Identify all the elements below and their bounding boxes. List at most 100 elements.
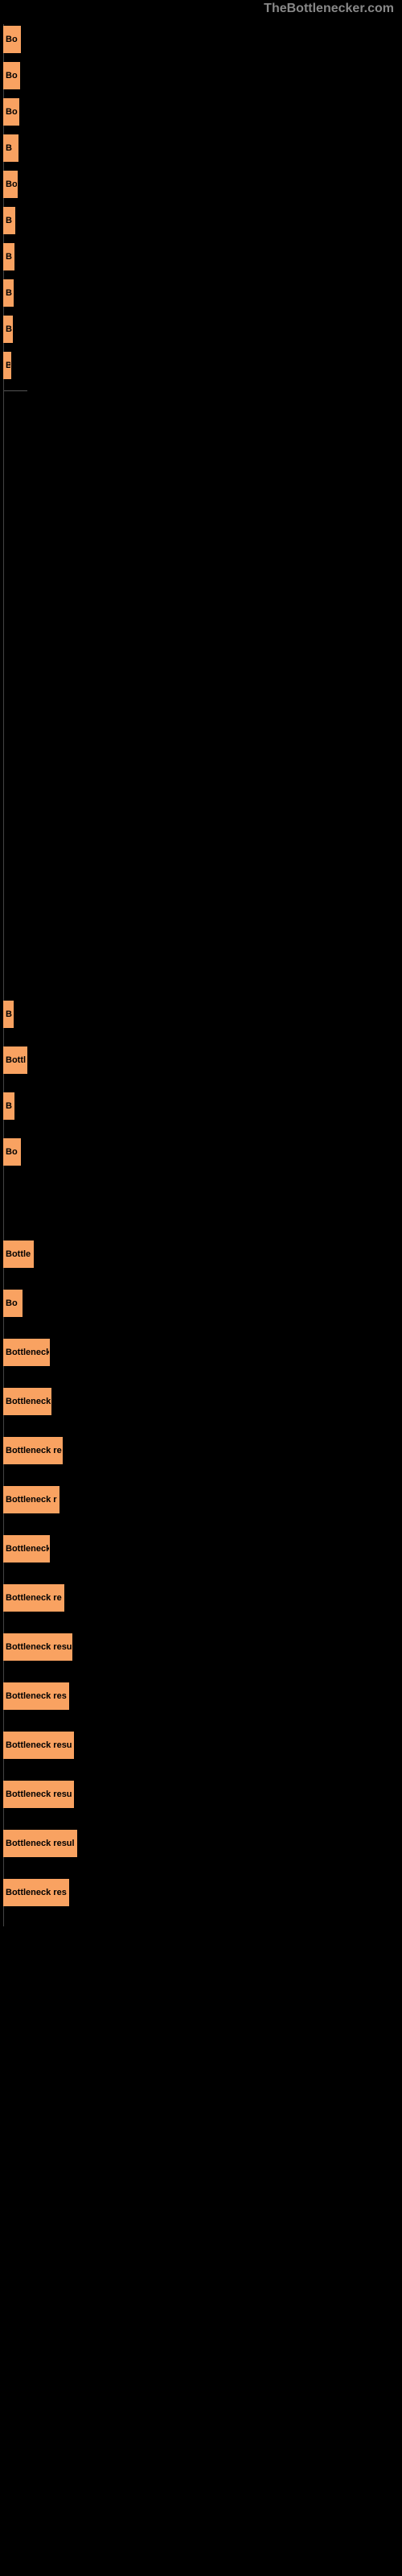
bar: Bottl (3, 1046, 27, 1074)
bar-label: Bo (6, 107, 18, 117)
bar-row: Bottleneck r (0, 1484, 402, 1515)
bar: Bottleneck resu (3, 1732, 74, 1759)
bar: B (3, 352, 11, 379)
bar: Bo (3, 26, 21, 53)
bar: Bottleneck (3, 1339, 50, 1366)
bar-row: Bottleneck (0, 1534, 402, 1564)
bar-label: Bottleneck resu (6, 1642, 72, 1652)
spacer (0, 1467, 402, 1484)
bar: B (3, 316, 13, 343)
bar-row: Bottle (0, 1239, 402, 1269)
bar-label: Bo (6, 71, 18, 80)
bar-row: B (0, 278, 402, 308)
bar: Bottleneck (3, 1388, 51, 1415)
bar: B (3, 279, 14, 307)
bar-row: Bo (0, 169, 402, 200)
bar-label: B (6, 1009, 12, 1019)
bar-row: B (0, 999, 402, 1030)
bar: Bo (3, 98, 19, 126)
bar: Bottleneck resu (3, 1781, 74, 1808)
bar-row: Bo (0, 97, 402, 127)
spacer (0, 1810, 402, 1828)
spacer (0, 1030, 402, 1045)
bar-label: B (6, 216, 12, 225)
bar: Bottleneck re (3, 1437, 63, 1464)
bar-row: Bottleneck (0, 1386, 402, 1417)
bar-label: Bo (6, 35, 18, 44)
bar-row: Bottl (0, 1045, 402, 1075)
bar: Bo (3, 1290, 23, 1317)
bar-label: Bottle (6, 1249, 31, 1259)
bar-row: B (0, 205, 402, 236)
bar-label: B (6, 324, 12, 334)
bar-row: B (0, 314, 402, 345)
spacer (0, 382, 402, 386)
spacer (0, 1761, 402, 1779)
bar-row: Bottleneck re (0, 1583, 402, 1613)
bar-row: Bo (0, 1137, 402, 1167)
bars-container: Bo Bo Bo B Bo B B B B B B Bottl B Bo Bottle Bo Bottlenec… (0, 24, 402, 1926)
bar: Bottleneck res (3, 1879, 69, 1906)
bar-label: Bottleneck r (6, 1495, 57, 1505)
bar-label: B (6, 1101, 12, 1111)
bar-label: Bo (6, 1298, 18, 1308)
bar-row: Bottleneck resul (0, 1828, 402, 1859)
bar: Bo (3, 62, 20, 89)
bar: Bottleneck resu (3, 1633, 72, 1661)
divider-line (3, 390, 27, 391)
spacer (0, 1168, 402, 1183)
bar: B (3, 207, 15, 234)
spacer (0, 1076, 402, 1091)
bar: B (3, 1092, 14, 1120)
bar-row: Bo (0, 60, 402, 91)
bar-row: B (0, 1091, 402, 1121)
bar: Bottleneck res (3, 1682, 69, 1710)
bar-label: Bottleneck res (6, 1691, 67, 1701)
bar-chart: Bo Bo Bo B Bo B B B B B B Bottl B Bo Bottle Bo Bottlenec… (0, 0, 402, 1926)
spacer (0, 1565, 402, 1583)
bar-row: Bottleneck resu (0, 1632, 402, 1662)
bar-row: B (0, 133, 402, 163)
bar-row: Bo (0, 24, 402, 55)
bar-label: Bottleneck (6, 1397, 51, 1406)
spacer (0, 1122, 402, 1137)
bar-label: Bottleneck resu (6, 1740, 72, 1750)
spacer (0, 1663, 402, 1681)
bar-row: Bottleneck re (0, 1435, 402, 1466)
bar-row: Bottleneck res (0, 1681, 402, 1711)
bar-label: Bottleneck re (6, 1446, 62, 1455)
bar: Bottleneck re (3, 1584, 64, 1612)
bar-label: Bottleneck resul (6, 1839, 75, 1848)
spacer (0, 1712, 402, 1730)
spacer (0, 1368, 402, 1386)
spacer (0, 1909, 402, 1926)
bar-label: Bo (6, 1147, 18, 1157)
bar-row: B (0, 242, 402, 272)
spacer (0, 1516, 402, 1534)
bar-label: Bo (6, 180, 18, 189)
spacer (0, 1418, 402, 1435)
bar-label: B (6, 252, 12, 262)
bar: Bottleneck r (3, 1486, 59, 1513)
bar-row: Bo (0, 1288, 402, 1319)
bar-label: B (6, 143, 12, 153)
bar-label: Bottleneck (6, 1348, 50, 1357)
bar-row: B (0, 350, 402, 381)
bar-label: B (6, 361, 11, 370)
bar-label: B (6, 288, 12, 298)
bar: B (3, 1001, 14, 1028)
bar-label: Bottleneck res (6, 1888, 67, 1897)
bar-label: Bottl (6, 1055, 26, 1065)
bar-row: Bottleneck resu (0, 1730, 402, 1761)
bar-label: Bottleneck resu (6, 1790, 72, 1799)
spacer (0, 1614, 402, 1632)
spacer (0, 1860, 402, 1877)
spacer (0, 1270, 402, 1288)
bar-label: Bottleneck (6, 1544, 50, 1554)
bar: Bo (3, 171, 18, 198)
bar-row: Bottleneck res (0, 1877, 402, 1908)
spacer (0, 1319, 402, 1337)
bar: B (3, 134, 18, 162)
bar: Bo (3, 1138, 21, 1166)
bar: Bottleneck (3, 1535, 50, 1563)
